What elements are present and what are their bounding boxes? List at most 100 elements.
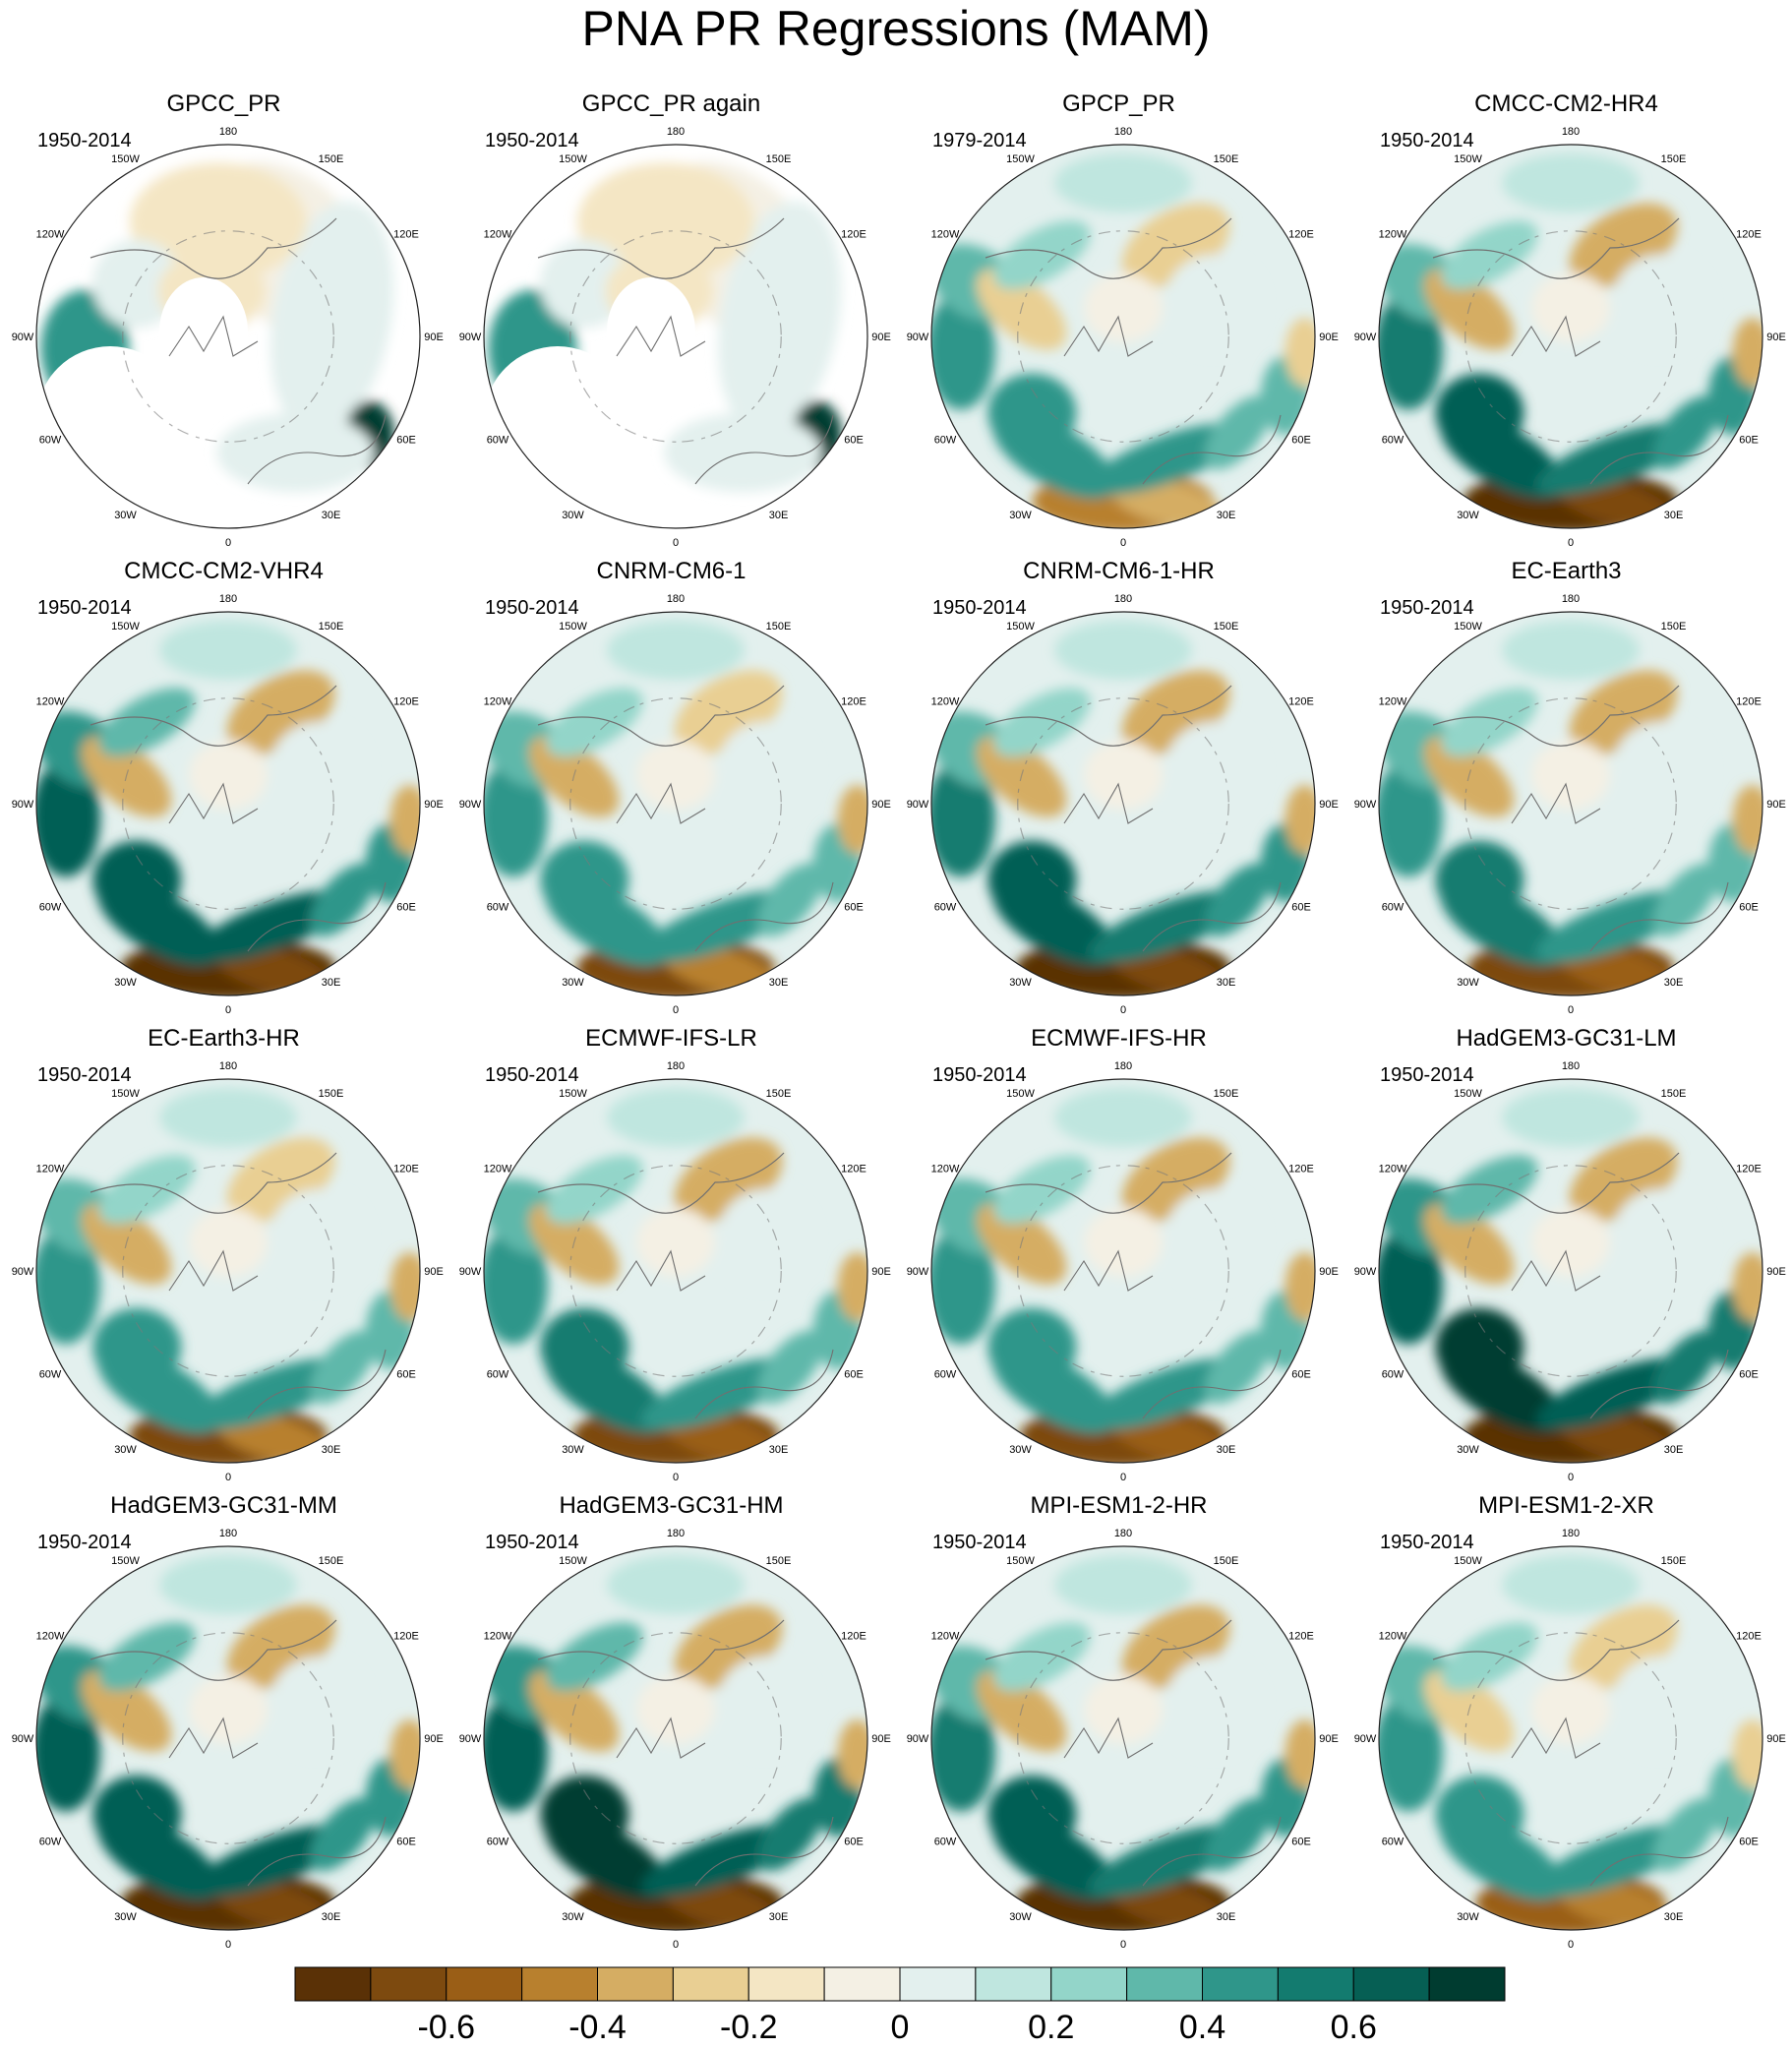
polar-map: 180 150E 120E 90E 60E 30E 0 30W 60W 90W 120W 150W [1354, 593, 1786, 1016]
longitude-label: 0 [1120, 1004, 1126, 1016]
longitude-label: 60E [844, 1837, 864, 1848]
longitude-label: 90W [459, 331, 482, 343]
longitude-label: 30E [1664, 1444, 1684, 1456]
longitude-label: 30E [1664, 510, 1684, 521]
map-outline [930, 1078, 1316, 1464]
longitude-label: 90E [1319, 1266, 1339, 1278]
longitude-label: 150W [111, 621, 140, 633]
panel-title: CNRM-CM6-1 [596, 558, 747, 584]
map-outline [483, 611, 868, 996]
longitude-label: 180 [219, 1528, 237, 1539]
longitude-label: 60E [1291, 1837, 1311, 1848]
longitude-label: 30W [1457, 510, 1479, 521]
longitude-label: 150W [1454, 153, 1482, 165]
longitude-label: 150E [766, 153, 792, 165]
longitude-label: 90E [1766, 331, 1786, 343]
longitude-label: 60W [487, 1837, 509, 1848]
longitude-label: 90E [871, 1733, 891, 1745]
panel-period: 1950-2014 [932, 1064, 1027, 1086]
map-outline [930, 1545, 1316, 1931]
longitude-label: 30E [322, 1911, 341, 1923]
longitude-label: 180 [667, 593, 685, 605]
longitude-label: 60W [487, 435, 509, 447]
longitude-label: 120W [484, 1631, 512, 1643]
longitude-label: 30W [562, 977, 584, 989]
longitude-label: 180 [667, 1060, 685, 1072]
map-panel: 180 150E 120E 90E 60E 30E 0 30W 60W 90W 120W 150W CN… [448, 558, 895, 1025]
polar-map: 180 150E 120E 90E 60E 30E 0 30W 60W 90W 120W 150W [907, 1060, 1339, 1483]
longitude-label: 150W [111, 1555, 140, 1567]
longitude-label: 150E [1214, 621, 1239, 633]
colorbar-swatch [747, 1966, 825, 2002]
longitude-label: 0 [1568, 1472, 1574, 1483]
longitude-label: 60E [1739, 1369, 1759, 1381]
polar-map: 180 150E 120E 90E 60E 30E 0 30W 60W 90W 120W 150W [459, 1060, 891, 1483]
longitude-label: 60W [1382, 1837, 1404, 1848]
longitude-label: 60W [934, 435, 957, 447]
colorbar-swatch [975, 1966, 1052, 2002]
panel-title: CMCC-CM2-VHR4 [124, 558, 324, 584]
map-panel: 180 150E 120E 90E 60E 30E 0 30W 60W 90W 120W 150W GP… [895, 90, 1343, 558]
longitude-label: 60W [934, 902, 957, 914]
longitude-label: 30E [1664, 1911, 1684, 1923]
longitude-label: 120E [1736, 1164, 1762, 1175]
longitude-label: 90W [12, 331, 34, 343]
longitude-label: 30W [1457, 977, 1479, 989]
longitude-label: 30W [1009, 1444, 1032, 1456]
longitude-label: 90W [1354, 331, 1377, 343]
longitude-label: 30W [114, 977, 137, 989]
map-panel: 180 150E 120E 90E 60E 30E 0 30W 60W 90W 120W 150W EC… [448, 1025, 895, 1492]
longitude-label: 150W [1454, 621, 1482, 633]
colorbar: -0.6 -0.4 -0.2 0 0.2 0.4 0.6 [294, 1966, 1506, 2046]
longitude-label: 90E [424, 331, 444, 343]
colorbar-tick-label: -0.6 [417, 2009, 475, 2046]
longitude-label: 0 [1120, 1472, 1126, 1483]
longitude-label: 120W [36, 1164, 65, 1175]
map-outline [35, 1078, 421, 1464]
longitude-label: 120W [36, 1631, 65, 1643]
map-panel: 180 150E 120E 90E 60E 30E 0 30W 60W 90W 120W 150W GP… [0, 90, 448, 558]
panel-title: HadGEM3-GC31-LM [1456, 1025, 1677, 1052]
panel-period: 1950-2014 [37, 1532, 132, 1553]
longitude-label: 30E [322, 510, 341, 521]
longitude-label: 60W [39, 1369, 62, 1381]
longitude-label: 60W [1382, 1369, 1404, 1381]
longitude-label: 30W [562, 1444, 584, 1456]
colorbar-tick-label: 0.2 [1028, 2009, 1074, 2046]
longitude-label: 180 [1114, 126, 1132, 138]
colorbar-swatch [672, 1966, 749, 2002]
panel-period: 1950-2014 [485, 597, 579, 619]
colorbar-swatch [1050, 1966, 1128, 2002]
longitude-label: 180 [667, 126, 685, 138]
panel-period: 1950-2014 [932, 1532, 1027, 1553]
polar-map: 180 150E 120E 90E 60E 30E 0 30W 60W 90W 120W 150W [459, 126, 891, 549]
panel-title: EC-Earth3-HR [148, 1025, 300, 1052]
colorbar-tick-label: -0.4 [568, 2009, 627, 2046]
longitude-label: 120E [1288, 1631, 1314, 1643]
longitude-label: 150E [319, 153, 344, 165]
map-panel: 180 150E 120E 90E 60E 30E 0 30W 60W 90W 120W 150W MP… [895, 1492, 1343, 1959]
longitude-label: 60E [396, 435, 416, 447]
longitude-label: 0 [673, 1004, 679, 1016]
longitude-label: 150W [559, 153, 587, 165]
longitude-label: 120W [36, 229, 65, 241]
longitude-label: 150W [1006, 153, 1035, 165]
colorbar-swatch [1428, 1966, 1506, 2002]
map-panel: 180 150E 120E 90E 60E 30E 0 30W 60W 90W 120W 150W MP… [1343, 1492, 1790, 1959]
longitude-label: 60W [39, 435, 62, 447]
panel-title: GPCC_PR again [581, 90, 761, 117]
map-outline [1378, 144, 1763, 529]
longitude-label: 90W [907, 799, 929, 811]
longitude-label: 120W [1379, 696, 1407, 708]
longitude-label: 0 [673, 1472, 679, 1483]
longitude-label: 150E [766, 1555, 792, 1567]
longitude-label: 120E [841, 1631, 866, 1643]
longitude-label: 120E [393, 1164, 419, 1175]
panel-title: HadGEM3-GC31-MM [110, 1492, 337, 1519]
longitude-label: 0 [1568, 537, 1574, 549]
map-outline [1378, 1545, 1763, 1931]
panel-title: GPCP_PR [1062, 90, 1175, 117]
longitude-label: 180 [1114, 1060, 1132, 1072]
longitude-label: 120W [484, 229, 512, 241]
longitude-label: 120E [1288, 229, 1314, 241]
